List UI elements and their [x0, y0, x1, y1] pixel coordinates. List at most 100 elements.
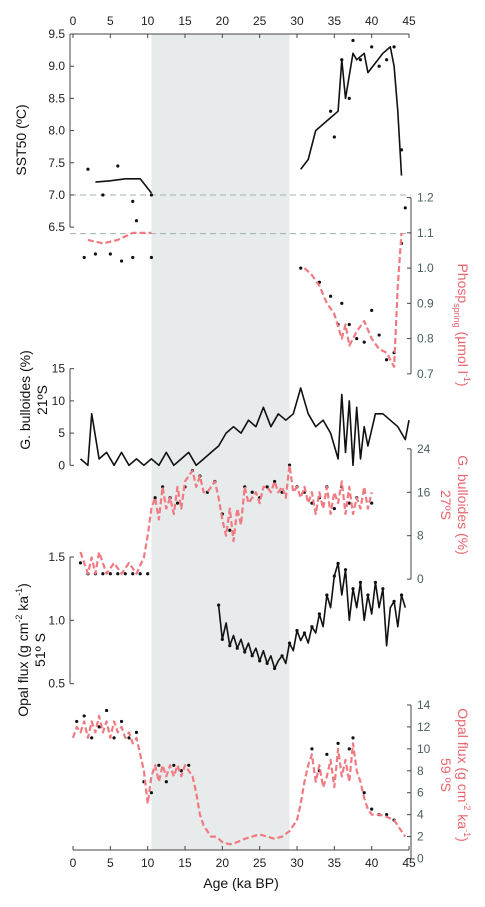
gbull27-point-4 — [108, 572, 112, 576]
gbull27-y-tick-label-2: 16 — [417, 485, 431, 499]
x-tick-label-bottom-5: 25 — [253, 856, 267, 870]
opal59-y-tick-label-2: 4 — [417, 808, 424, 822]
sst-point-17 — [403, 206, 407, 210]
gbull21-y-tick-label-3: 15 — [52, 362, 66, 376]
opal59-point-23 — [370, 807, 374, 811]
sst-point-2 — [116, 164, 120, 168]
opal59-point-20 — [347, 747, 351, 751]
gbull27-y-tick-label-1: 8 — [417, 529, 424, 543]
sst-y-tick-label-5: 9.0 — [48, 59, 65, 73]
sst-point-9 — [347, 96, 351, 100]
x-tick-label-bottom-9: 45 — [402, 856, 416, 870]
x-axis-title: Age (ka BP) — [203, 875, 278, 891]
sst-series-line-0 — [95, 178, 153, 194]
sst-point-10 — [351, 38, 355, 43]
opal51-y-tick-label-0: 0.5 — [48, 677, 65, 691]
gbull27-point-7 — [131, 572, 135, 576]
sst-point-14 — [385, 58, 389, 62]
axes-layer: 0 5 10 15 20 25 30 35 40 450 5 10 15 20 25 30 35 40 456.57… — [48, 14, 434, 870]
phosp-point-5 — [149, 255, 153, 260]
opal59-axis-title-line2: 59 ºS — [438, 758, 454, 792]
x-tick-label-top-4: 20 — [216, 14, 230, 28]
opal59-title-mid: ka — [455, 810, 471, 829]
sst-point-12 — [370, 45, 374, 49]
opal59-y-tick-label-4: 8 — [417, 764, 424, 778]
sst-point-13 — [377, 64, 381, 68]
sst-point-3 — [131, 199, 135, 203]
sst-y-tick-label-1: 7.0 — [48, 188, 65, 202]
opal59-point-8 — [134, 730, 139, 734]
gbull21-axis-title: G. bulloides (%) 21ºS — [17, 350, 50, 450]
x-tick-label-bottom-1: 5 — [107, 856, 114, 870]
opal59-title-sup: -2 — [462, 802, 472, 810]
x-tick-label-bottom-3: 15 — [178, 856, 192, 870]
opal59-title-sup2: -1 — [462, 829, 472, 837]
gbull27-point-8 — [138, 572, 142, 576]
sst-point-4 — [134, 219, 139, 223]
gbull27-point-0 — [78, 561, 83, 565]
x-tick-label-bottom-6: 30 — [290, 856, 304, 870]
x-tick-label-bottom-8: 40 — [365, 856, 379, 870]
gbull21-y-tick-label-2: 10 — [52, 394, 66, 408]
opal59-point-7 — [127, 736, 131, 740]
phosp-point-6 — [299, 266, 303, 270]
opal59-point-16 — [310, 747, 314, 751]
gbull21-y-tick-label-0: 0 — [58, 458, 65, 472]
phosp-y-tick-label-3: 1.0 — [417, 261, 434, 275]
labels-layer: SST50 (ºC) Phospspring (µmol l-1) G. bullo… — [13, 104, 472, 841]
opal59-axis-title: Opal flux (g cm-2 ka-1)59 ºS — [438, 708, 472, 842]
opal59-y-tick-label-5: 10 — [417, 742, 431, 756]
gbull27-axis-title-line1: G. bulloides (%) — [455, 455, 471, 555]
opal59-y-tick-label-6: 12 — [417, 720, 431, 734]
gbull27-point-36 — [347, 501, 351, 505]
phosp-point-15 — [377, 333, 381, 337]
opal59-title-main: Opal flux (g cm — [455, 708, 471, 802]
x-tick-label-top-8: 40 — [365, 14, 379, 28]
opal59-point-18 — [325, 752, 329, 756]
sst-y-tick-label-0: 6.5 — [48, 220, 65, 234]
phosp-y-tick-label-2: 0.9 — [417, 296, 434, 310]
opal59-y-tick-label-1: 2 — [417, 830, 424, 844]
phosp-point-12 — [355, 336, 359, 341]
phosp-point-14 — [370, 308, 374, 312]
x-tick-label-bottom-7: 35 — [328, 856, 342, 870]
gbull27-point-25 — [265, 485, 269, 489]
sst-point-0 — [86, 167, 90, 171]
opal51-axis-title-line1: Opal flux (g cm-2 ka-1) — [14, 583, 31, 717]
x-tick-label-bottom-2: 10 — [141, 856, 155, 870]
series-layer — [71, 38, 410, 846]
gbull27-point-9 — [146, 572, 150, 576]
x-tick-label-top-2: 10 — [141, 14, 155, 28]
opal51-y-tick-label-1: 1.0 — [48, 613, 65, 627]
gbull27-axis-title: G. bulloides (%)27ºS — [438, 455, 471, 555]
opal51-title-mid: ka — [15, 596, 31, 615]
sst-axis-title-line1: SST50 (ºC) — [13, 104, 29, 175]
opal59-y-tick-label-0: 0 — [417, 852, 424, 866]
opal59-point-1 — [82, 714, 86, 718]
gbull27-y-tick-label-3: 24 — [417, 442, 431, 456]
opal59-point-22 — [362, 791, 366, 795]
phosp-axis-title-line1: Phospspring (µmol l-1) — [452, 263, 472, 386]
x-tick-label-top-7: 35 — [328, 14, 342, 28]
phosp-series-line-0 — [87, 231, 152, 245]
opal51-axis-title-line2: 51º S — [32, 633, 48, 667]
gbull21-title-main: G. bulloides (%) — [17, 350, 33, 450]
phosp-point-0 — [82, 255, 86, 260]
phosp-y-tick-label-4: 1.1 — [417, 226, 434, 240]
sst-y-tick-label-6: 9.5 — [48, 27, 65, 41]
sst-y-tick-label-3: 8.0 — [48, 124, 65, 138]
opal59-axis-title-line1: Opal flux (g cm-2 ka-1) — [455, 708, 472, 842]
x-tick-label-top-0: 0 — [70, 14, 77, 28]
sst-y-tick-label-2: 7.5 — [48, 156, 65, 170]
x-tick-label-top-9: 45 — [402, 14, 416, 28]
phosp-series-line-1 — [303, 232, 403, 368]
phosp-y-tick-label-0: 0.7 — [417, 367, 434, 381]
phosp-point-10 — [340, 301, 344, 305]
opal59-point-14 — [179, 769, 183, 773]
phosp-point-2 — [108, 252, 112, 256]
opal51-series-line-0 — [217, 562, 407, 670]
gbull27-title-main: G. bulloides (%) — [455, 455, 471, 555]
phosp-title-main: Phosp — [455, 263, 471, 303]
